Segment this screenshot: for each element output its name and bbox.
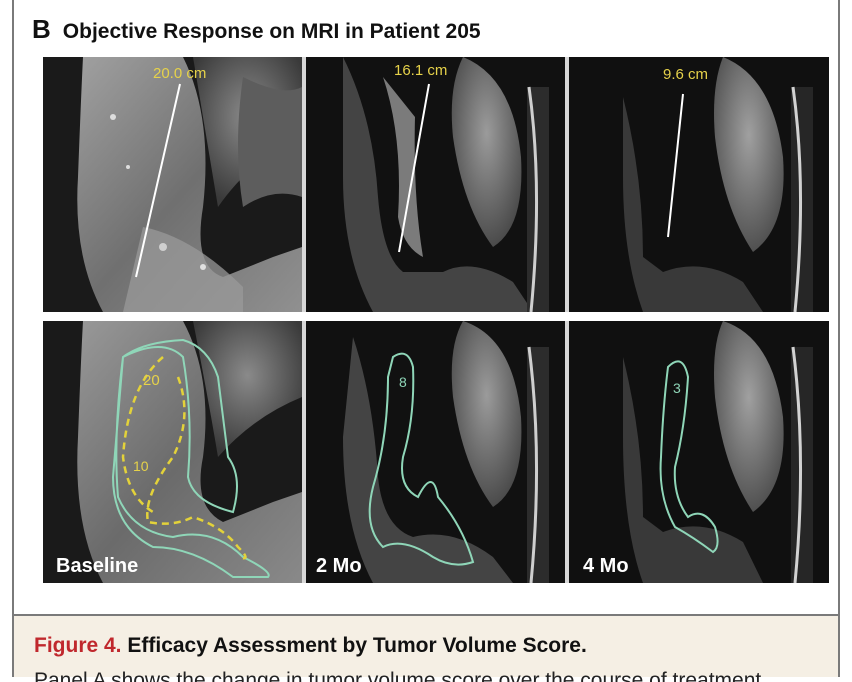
row-divider (43, 312, 829, 321)
mri-image-grid: 20.0 cm 16.1 cm 9.6 cm (43, 57, 829, 583)
panel-title: Objective Response on MRI in Patient 205 (62, 20, 481, 43)
volume-score-two-month: 8 (399, 374, 407, 390)
mri-four-month-measure-panel: 9.6 cm (569, 57, 829, 313)
timepoint-label-two-month: 2 Mo (316, 555, 362, 577)
panel-letter: B (32, 14, 51, 44)
timepoint-label-four-month: 4 Mo (583, 555, 629, 577)
measure-label-baseline: 20.0 cm (153, 65, 206, 82)
figure-title: Efficacy Assessment by Tumor Volume Scor… (127, 634, 587, 657)
mri-baseline-measure-panel: 20.0 cm (43, 57, 303, 312)
mri-two-month-measure-panel: 16.1 cm (306, 57, 565, 313)
panel-heading: B Objective Response on MRI in Patient 2… (32, 14, 481, 45)
caption-title: Figure 4. Efficacy Assessment by Tumor V… (34, 634, 587, 658)
measure-label-four-month: 9.6 cm (663, 66, 708, 83)
mri-two-month-contour-panel: 8 2 Mo (306, 321, 565, 583)
caption-body-clipped: Panel A shows the change in tumor volume… (34, 668, 824, 682)
mri-figure: 20.0 cm 16.1 cm 9.6 cm (43, 57, 829, 583)
figure-label: Figure 4. (34, 634, 122, 657)
volume-score-baseline-outer: 20 (143, 372, 160, 389)
volume-score-four-month: 3 (673, 380, 681, 396)
timepoint-label-baseline: Baseline (56, 555, 138, 577)
measure-label-two-month: 16.1 cm (394, 62, 447, 79)
mri-four-month-contour-panel: 3 4 Mo (569, 321, 829, 583)
figure-caption: Figure 4. Efficacy Assessment by Tumor V… (12, 616, 840, 682)
mri-baseline-contour-panel: 20 10 Baseline (43, 321, 303, 583)
caption-body-text: Panel A shows the change in tumor volume… (34, 669, 762, 682)
volume-score-baseline-inner: 10 (133, 458, 149, 474)
